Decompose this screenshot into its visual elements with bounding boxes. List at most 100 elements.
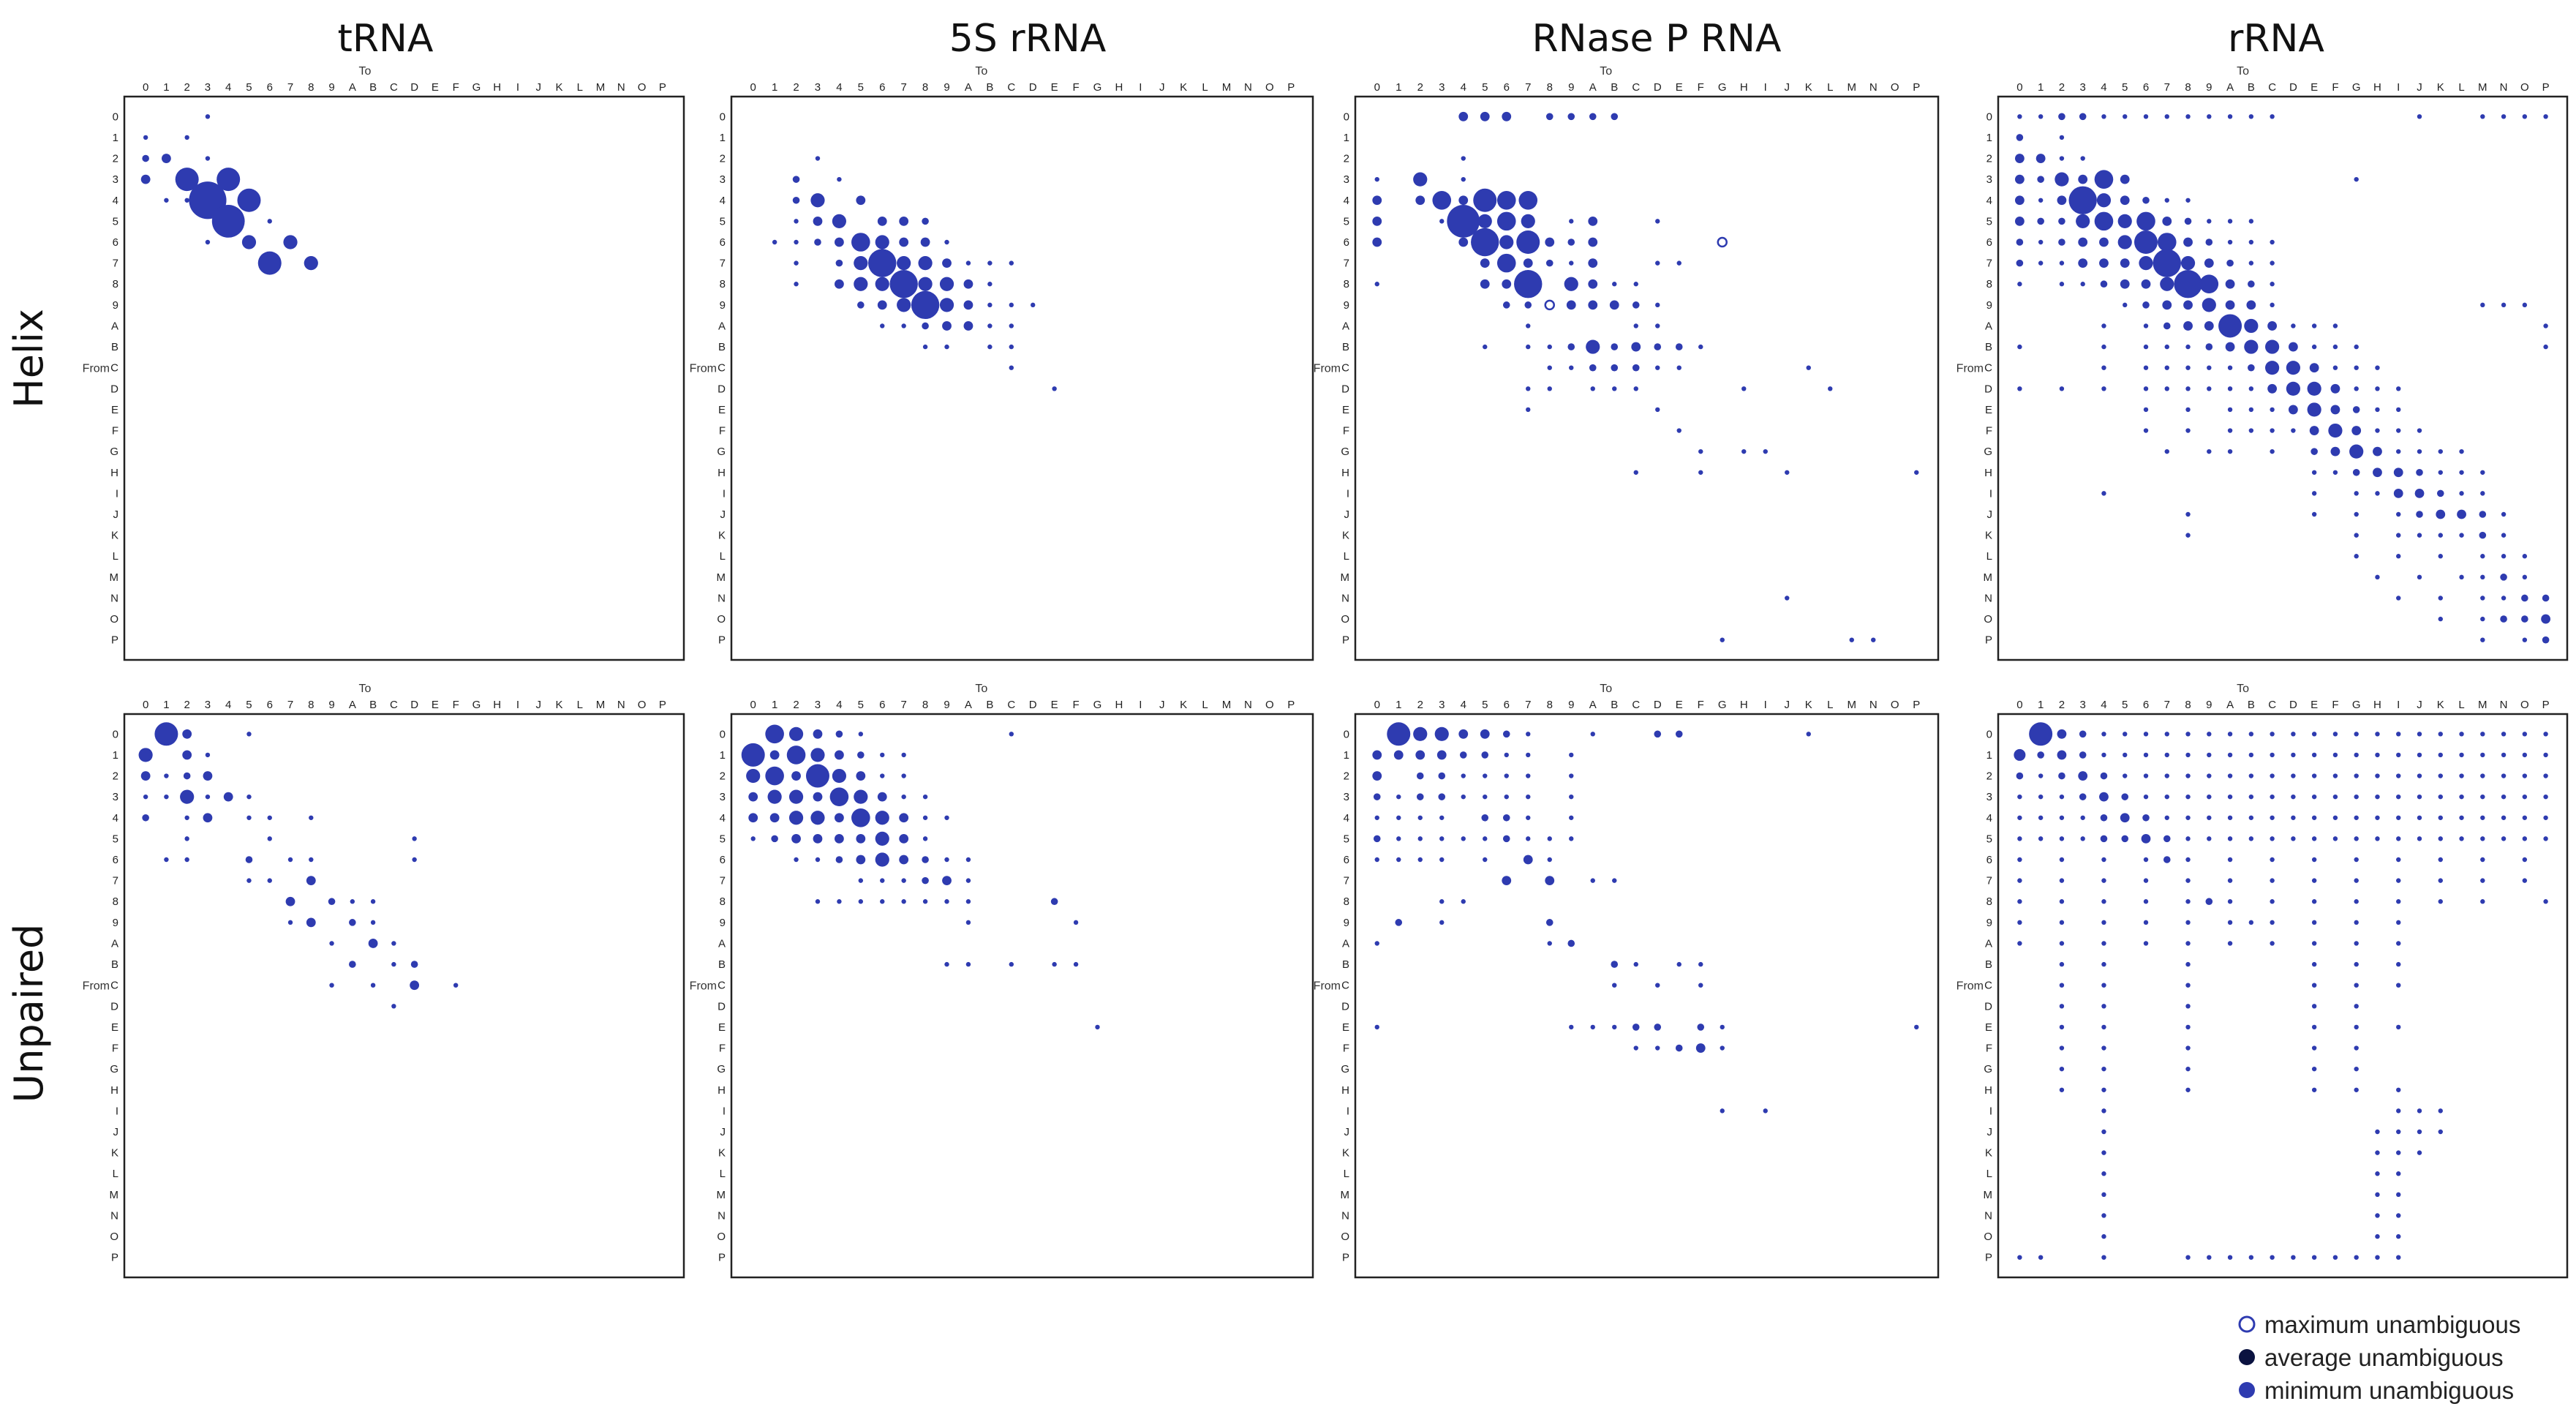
data-point <box>2185 794 2191 800</box>
data-point <box>2143 428 2149 433</box>
x-tick-label: J <box>1159 699 1165 711</box>
data-point <box>922 322 929 330</box>
data-point <box>2101 983 2106 988</box>
data-point <box>350 899 355 904</box>
data-point <box>794 282 799 287</box>
data-point <box>2143 407 2149 413</box>
y-tick-label: 7 <box>1344 875 1349 887</box>
y-tick-label: M <box>1341 571 1350 584</box>
data-point <box>2248 815 2254 820</box>
data-point <box>2017 899 2022 904</box>
data-point <box>2248 260 2254 266</box>
data-point <box>1526 732 1531 737</box>
x-tick-label: F <box>1072 81 1079 94</box>
data-point <box>2436 509 2446 519</box>
data-point <box>1589 364 1597 372</box>
data-point <box>2311 983 2317 988</box>
y-tick-label: O <box>717 613 726 626</box>
data-point <box>2185 899 2191 904</box>
data-point <box>2309 363 2319 373</box>
data-point <box>2227 428 2233 433</box>
data-point <box>2183 300 2193 310</box>
data-point <box>2543 815 2548 820</box>
data-point <box>1372 750 1382 760</box>
data-point <box>143 794 148 800</box>
y-tick-label: E <box>1985 1021 1992 1034</box>
data-point <box>794 239 799 245</box>
x-tick-label: I <box>1139 699 1142 711</box>
x-tick-label: 0 <box>143 699 148 711</box>
x-tick-label: F <box>1698 81 1704 94</box>
x-tick-label: G <box>472 699 481 711</box>
data-point <box>2163 322 2171 330</box>
data-point <box>2332 836 2338 841</box>
data-point <box>1504 773 1509 778</box>
x-tick-label: P <box>1913 699 1920 711</box>
column-title-rnase-p-rna: RNase P RNA <box>1532 17 1782 61</box>
y-tick-label: 9 <box>720 299 726 312</box>
data-point <box>2352 468 2360 476</box>
data-point <box>2157 233 2177 252</box>
data-point <box>2286 361 2300 375</box>
data-point <box>164 794 169 800</box>
y-tick-label: 6 <box>720 854 726 866</box>
y-tick-label: 2 <box>113 770 118 783</box>
data-point <box>2014 216 2025 226</box>
x-tick-label: 9 <box>1568 81 1574 94</box>
x-tick-label: E <box>1051 81 1058 94</box>
data-point <box>1417 857 1423 863</box>
data-point <box>1372 195 1382 206</box>
data-point <box>1566 300 1576 310</box>
data-point <box>1569 365 1574 370</box>
data-point <box>965 899 971 904</box>
data-point <box>875 235 889 249</box>
data-point <box>2480 616 2485 622</box>
x-tick-label: N <box>617 81 625 94</box>
data-point <box>880 773 885 778</box>
data-point <box>750 836 756 841</box>
y-tick-label: G <box>1341 1063 1349 1075</box>
y-tick-label: 3 <box>113 173 118 186</box>
data-point <box>2164 815 2169 820</box>
x-tick-label: G <box>1718 81 1727 94</box>
x-tick-label: 2 <box>1417 81 1423 94</box>
data-point <box>2501 596 2507 601</box>
data-point <box>2014 154 2025 163</box>
x-tick-label: D <box>2289 699 2297 711</box>
data-point <box>2291 323 2296 328</box>
data-point <box>1480 111 1490 121</box>
data-point <box>2207 1255 2212 1260</box>
data-point <box>1416 772 1424 780</box>
data-point <box>2270 282 2275 287</box>
x-tick-label: L <box>1202 81 1208 94</box>
y-tick-label: L <box>1986 550 1992 563</box>
y-tick-label: 0 <box>113 110 118 123</box>
data-point <box>899 833 909 844</box>
data-point <box>2459 574 2464 580</box>
data-point <box>851 808 870 827</box>
x-tick-label: 8 <box>308 699 314 711</box>
data-point <box>2164 794 2169 800</box>
data-point <box>2479 511 2487 518</box>
y-tick-label: 3 <box>1986 791 1992 803</box>
x-tick-label: P <box>659 699 666 711</box>
plot-frame <box>730 95 1314 661</box>
data-point <box>205 114 211 119</box>
data-point <box>140 771 151 781</box>
y-tick-label: P <box>1342 1252 1349 1264</box>
y-tick-label: H <box>718 1084 726 1097</box>
data-point <box>1496 253 1516 273</box>
y-tick-label: F <box>1343 425 1349 438</box>
y-tick-label: 4 <box>1344 812 1349 825</box>
data-point <box>1373 793 1381 800</box>
x-tick-label: N <box>617 699 625 711</box>
data-point <box>1073 961 1079 967</box>
x-tick-label: 8 <box>922 81 928 94</box>
data-point <box>1633 470 1638 475</box>
data-point <box>2542 594 2550 602</box>
data-point <box>2227 732 2233 737</box>
data-point <box>2349 444 2364 459</box>
data-point <box>1569 794 1574 800</box>
data-point <box>1590 386 1595 391</box>
data-point <box>1439 219 1445 224</box>
